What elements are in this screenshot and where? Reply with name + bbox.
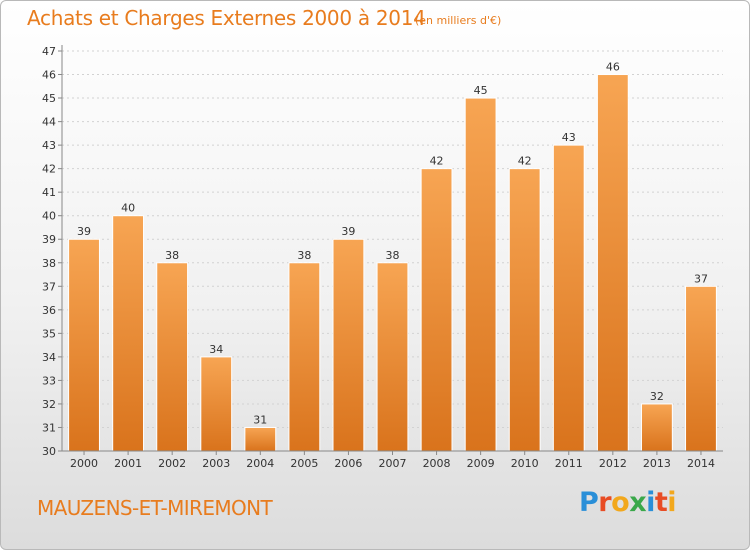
bar-2000	[68, 238, 100, 452]
bar-2012	[596, 74, 629, 452]
value-label: 38	[386, 249, 400, 262]
value-label: 38	[297, 249, 311, 262]
value-label: 42	[518, 155, 532, 168]
y-tick-label: 45	[42, 92, 56, 105]
logo-letter: t	[654, 487, 668, 518]
value-label: 39	[77, 225, 91, 238]
bar-layer	[68, 74, 717, 452]
y-tick-label: 46	[42, 69, 56, 82]
x-tick-label: 2014	[687, 457, 715, 470]
x-tick-label: 2006	[334, 457, 362, 470]
y-tick-label: 35	[42, 327, 56, 340]
y-tick-label: 40	[42, 210, 56, 223]
unit-note: (en milliers d'€)	[415, 14, 502, 27]
x-tick-label: 2003	[202, 457, 230, 470]
y-tick-label: 31	[42, 421, 56, 434]
value-label: 31	[253, 413, 267, 426]
x-tick-label: 2009	[467, 457, 495, 470]
x-tick-label: 2007	[379, 457, 407, 470]
logo-letter: o	[611, 487, 630, 518]
y-tick-label: 36	[42, 304, 56, 317]
value-label: 42	[430, 155, 444, 168]
x-tick-label: 2001	[114, 457, 142, 470]
chart-title: Achats et Charges Externes 2000 à 2014	[27, 6, 426, 30]
y-tick-label: 44	[42, 116, 56, 129]
value-label: 45	[474, 84, 488, 97]
commune-name: MAUZENS-ET-MIREMONT	[37, 496, 273, 520]
y-tick-label: 32	[42, 398, 56, 411]
value-label: 40	[121, 202, 135, 215]
x-tick-label: 2012	[599, 457, 627, 470]
logo-letter: x	[629, 487, 647, 518]
value-label: 37	[694, 272, 708, 285]
bar-2014	[685, 285, 717, 452]
bar-2008	[420, 168, 453, 452]
label-layer: 39 40 38 34 31 38 39 38 42 45 42 43 46 32 37	[77, 61, 708, 427]
value-label: 39	[341, 225, 355, 238]
x-tick-label: 2005	[290, 457, 318, 470]
bar-2003	[200, 356, 233, 452]
y-tick-label: 41	[42, 186, 56, 199]
y-tick-label: 33	[42, 374, 56, 387]
proxiti-logo: Proxiti	[579, 487, 677, 518]
logo-letter: P	[579, 487, 599, 518]
y-tick-label: 42	[42, 163, 56, 176]
y-tick-label: 39	[42, 233, 56, 246]
y-tick-label: 43	[42, 139, 56, 152]
logo-letter: i	[667, 487, 677, 518]
y-tick-label: 37	[42, 280, 56, 293]
bar-2001	[112, 215, 145, 452]
bar-2005	[288, 262, 321, 452]
bar-2007	[376, 262, 409, 452]
axis-layer: 30 31 32 33 34 35 36 37 38 39 40 41 42 43 44 45 46 47 2000…	[42, 45, 723, 470]
bar-2006	[332, 238, 365, 452]
bar-2004	[244, 426, 277, 452]
logo-letter: r	[598, 487, 612, 518]
value-label: 43	[562, 131, 576, 144]
x-tick-label: 2002	[158, 457, 186, 470]
bar-2002	[156, 262, 189, 452]
y-tick-label: 34	[42, 351, 56, 364]
x-tick-label: 2013	[643, 457, 671, 470]
value-label: 38	[165, 249, 179, 262]
x-tick-label: 2008	[423, 457, 451, 470]
x-tick-label: 2004	[246, 457, 274, 470]
bar-2010	[508, 168, 541, 452]
x-tick-label: 2011	[555, 457, 583, 470]
y-tick-label: 38	[42, 257, 56, 270]
x-tick-label: 2010	[511, 457, 539, 470]
logo-letter: i	[646, 487, 655, 518]
value-label: 34	[209, 343, 223, 356]
bar-2013	[640, 403, 673, 452]
bar-2011	[552, 144, 585, 452]
value-label: 32	[650, 390, 664, 403]
y-tick-label: 47	[42, 45, 56, 58]
value-label: 46	[606, 61, 620, 74]
bar-2009	[464, 97, 497, 452]
x-tick-label: 2000	[70, 457, 98, 470]
y-tick-label: 30	[42, 445, 56, 458]
